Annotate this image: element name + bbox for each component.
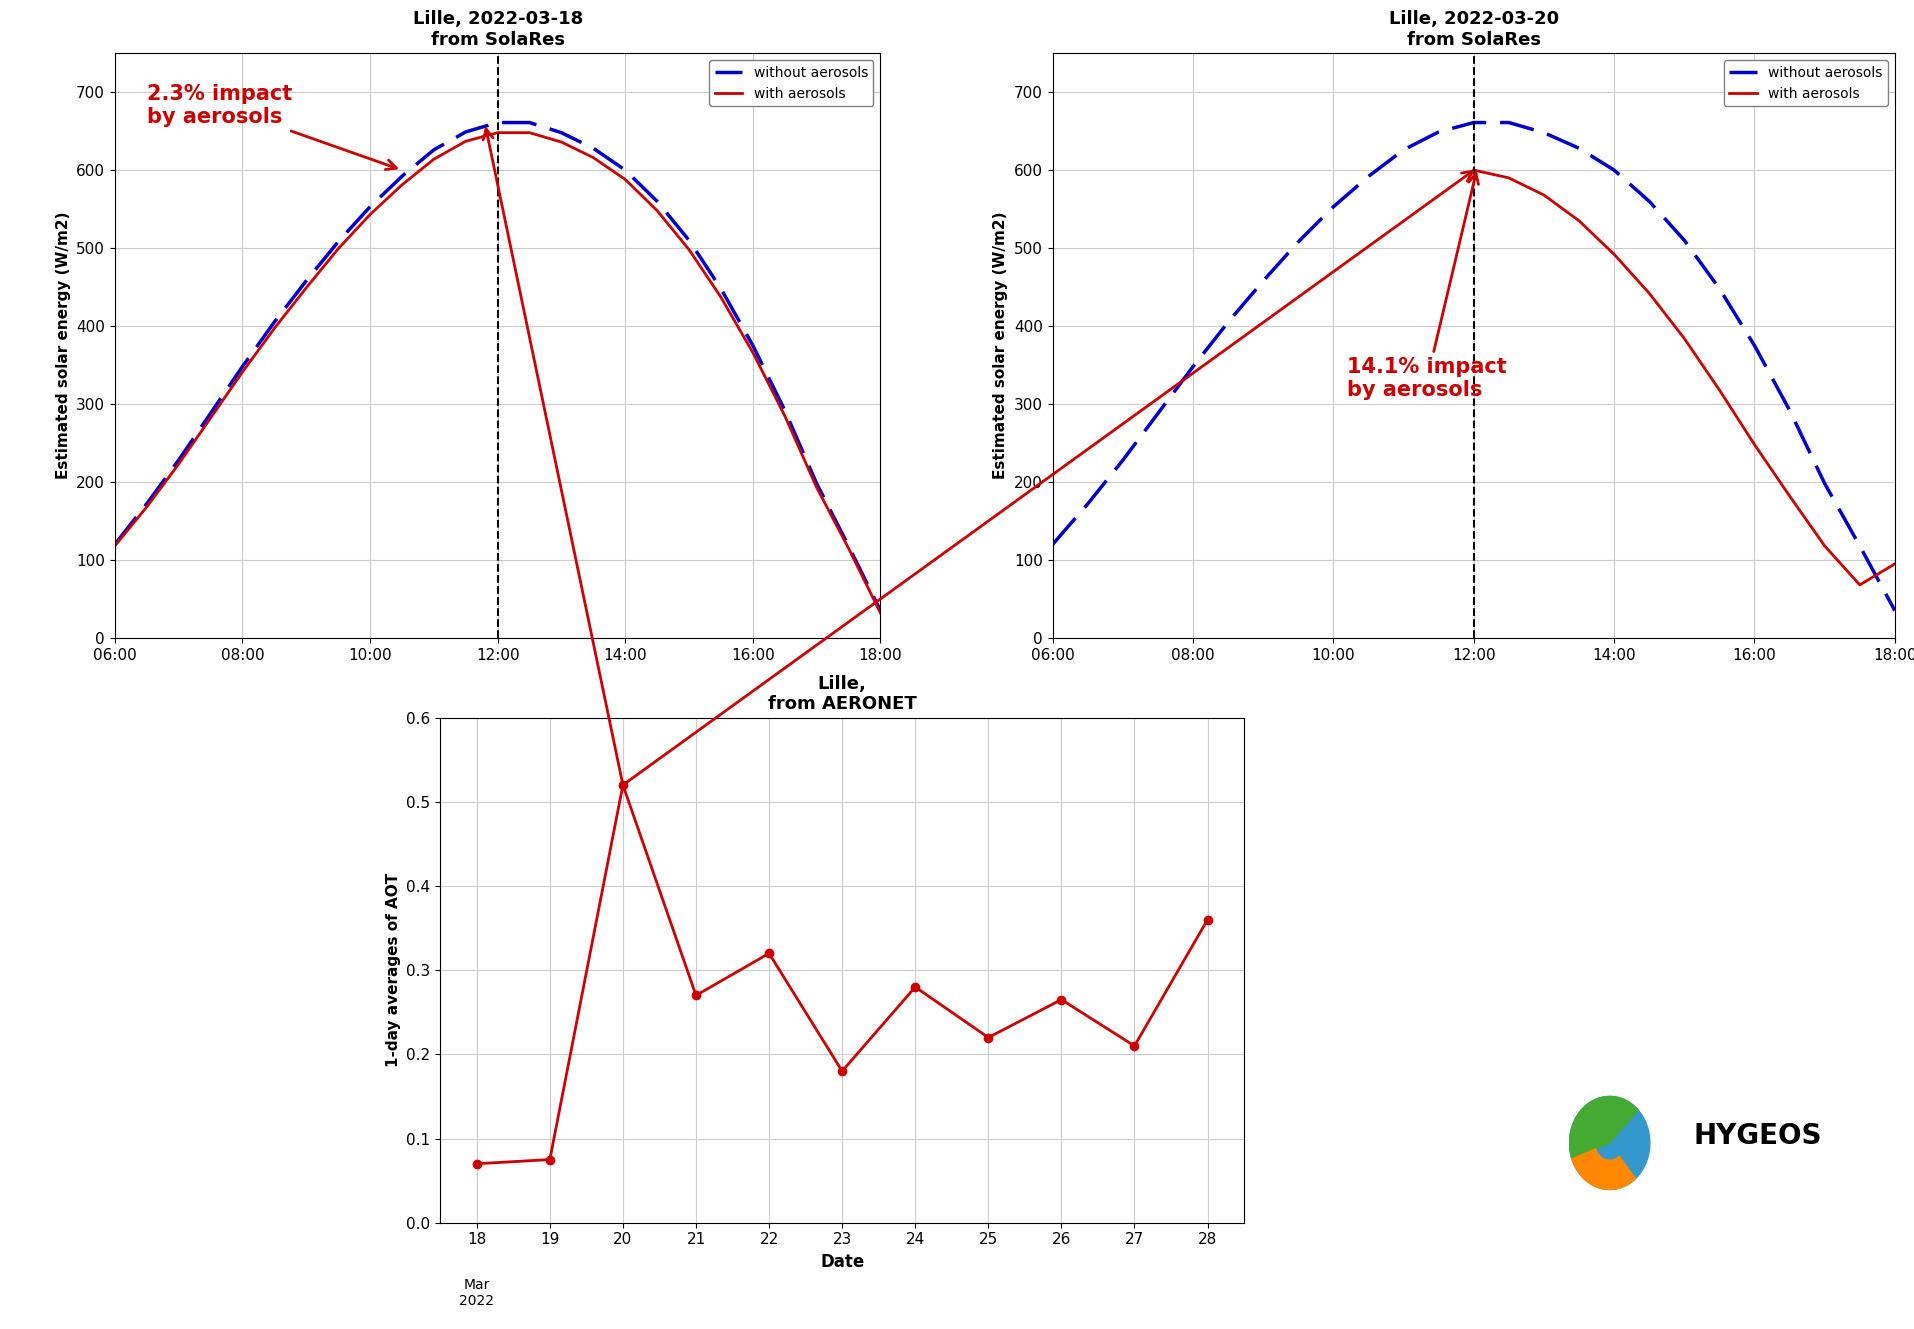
Y-axis label: Estimated solar energy (W/m2): Estimated solar energy (W/m2) [56,211,71,480]
Text: Mar
2022: Mar 2022 [459,1278,494,1309]
Wedge shape [1571,1148,1635,1189]
Text: 14.1% impact
by aerosols: 14.1% impact by aerosols [1347,174,1506,400]
Circle shape [1569,1096,1650,1189]
Y-axis label: 1-day averages of AOT: 1-day averages of AOT [387,873,400,1067]
Legend: without aerosols, with aerosols: without aerosols, with aerosols [708,60,873,106]
Wedge shape [1569,1096,1638,1159]
Text: 2.3% impact
by aerosols: 2.3% impact by aerosols [147,84,396,170]
X-axis label: Date: Date [819,1253,865,1271]
Y-axis label: Estimated solar energy (W/m2): Estimated solar energy (W/m2) [993,211,1009,480]
Title: Lille,
from AERONET: Lille, from AERONET [768,675,917,714]
Legend: without aerosols, with aerosols: without aerosols, with aerosols [1723,60,1887,106]
Text: HYGEOS: HYGEOS [1694,1122,1822,1151]
Title: Lille, 2022-03-20
from SolaRes: Lille, 2022-03-20 from SolaRes [1390,11,1558,49]
Title: Lille, 2022-03-18
from SolaRes: Lille, 2022-03-18 from SolaRes [413,11,582,49]
